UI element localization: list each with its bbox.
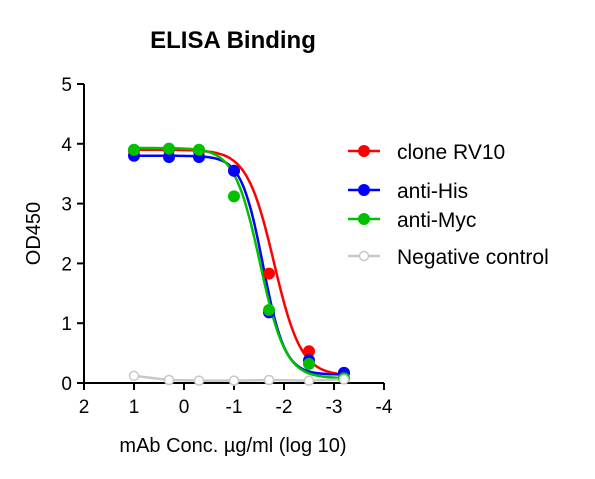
fit-curves (133, 146, 345, 382)
series-line-anti-his (134, 154, 344, 376)
series-line-anti-myc (134, 146, 345, 380)
legend-label: anti-Myc (397, 209, 476, 232)
data-point (303, 345, 315, 358)
legend-label: anti-His (397, 180, 468, 203)
x-tick-label: -3 (326, 397, 343, 418)
x-tick-label: 0 (179, 397, 190, 418)
axes: 0 1 2 3 4 5 2 1 0 -1 -2 -3 -4 (61, 75, 392, 418)
legend-marker (358, 145, 370, 157)
y-tick-label: 1 (61, 314, 72, 335)
data-point (128, 143, 140, 156)
data-point (228, 164, 240, 177)
x-tick-label: -2 (276, 397, 293, 418)
data-points (128, 142, 350, 386)
legend-label: clone RV10 (397, 141, 505, 164)
data-point (338, 374, 350, 385)
y-tick-label: 4 (61, 135, 72, 156)
data-point (228, 190, 240, 203)
data-point (128, 370, 140, 382)
x-tick-label: 2 (79, 397, 90, 418)
legend-marker (358, 213, 370, 225)
x-tick-label: -4 (376, 397, 393, 418)
data-point (163, 374, 175, 386)
data-point (303, 357, 315, 370)
legend: clone RV10 anti-His anti-Myc Negative contr… (348, 141, 549, 269)
y-tick-label: 3 (61, 195, 72, 216)
y-tick-label: 5 (61, 75, 72, 96)
data-point (163, 150, 175, 163)
legend-marker (358, 250, 370, 262)
data-point (263, 267, 275, 280)
x-axis-label: mAb Conc. µg/ml (log 10) (119, 435, 346, 457)
data-point (163, 142, 175, 155)
x-tick-label: 1 (129, 397, 140, 418)
data-point (228, 375, 240, 386)
y-tick-label: 0 (61, 374, 72, 395)
legend-label: Negative control (397, 246, 549, 269)
data-point (263, 374, 275, 386)
data-point (193, 375, 205, 386)
data-point (303, 375, 315, 386)
y-axis-label: OD450 (23, 202, 45, 265)
x-tick-label: -1 (226, 397, 243, 418)
y-tick-label: 2 (61, 254, 72, 275)
legend-marker (358, 184, 370, 196)
data-point (263, 304, 275, 317)
chart-title: ELISA Binding (150, 27, 316, 54)
data-point (193, 143, 205, 156)
